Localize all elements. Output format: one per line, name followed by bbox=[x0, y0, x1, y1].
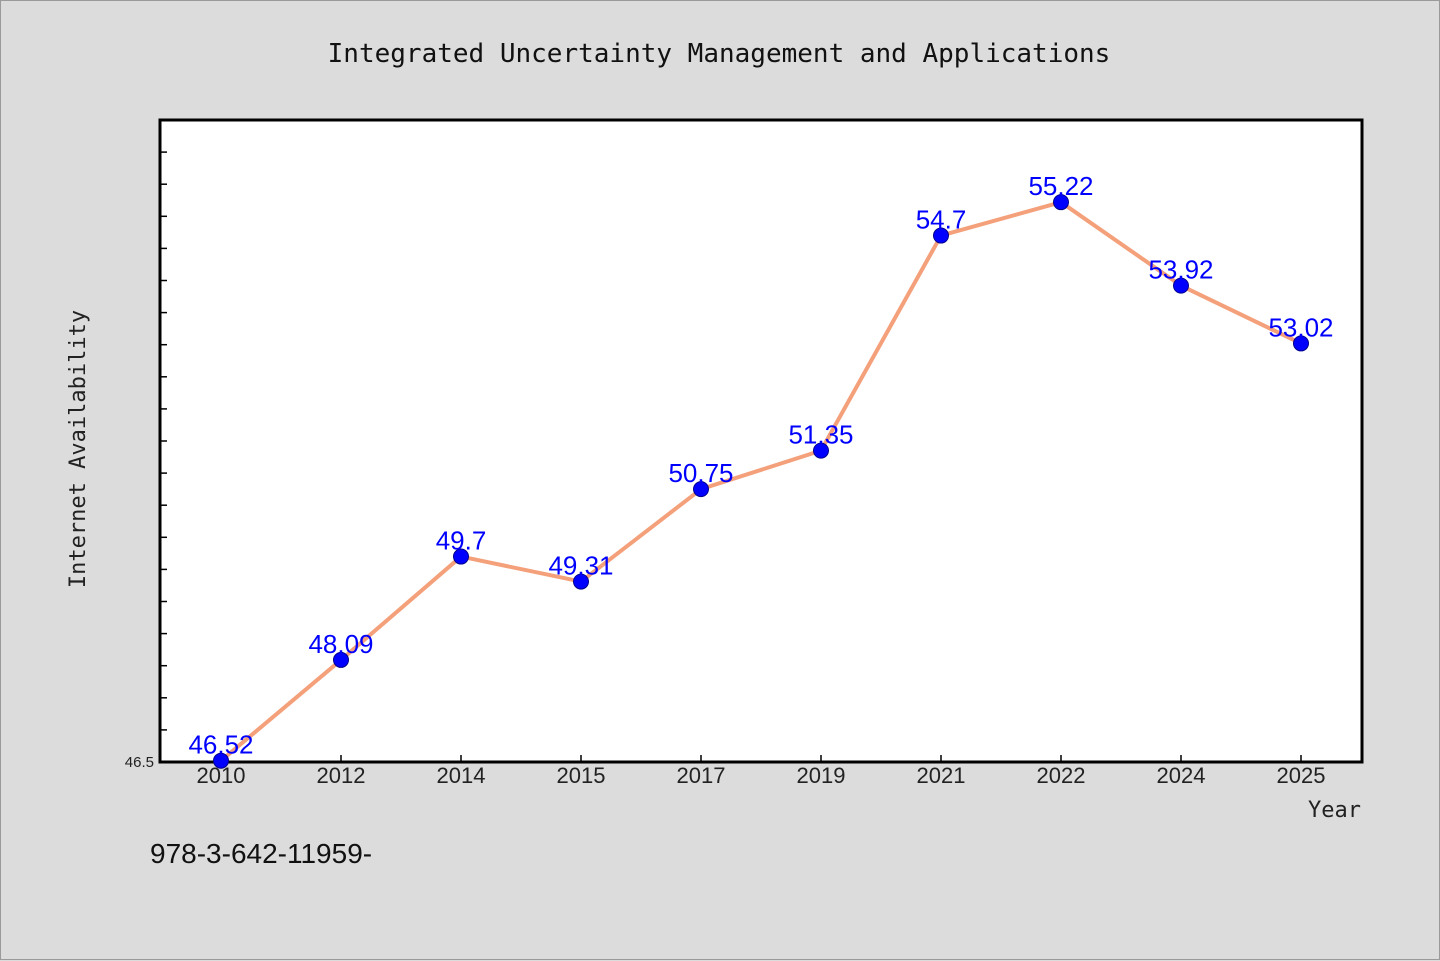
data-point bbox=[573, 573, 589, 590]
data-label: 55.22 bbox=[1028, 171, 1093, 201]
data-point bbox=[693, 481, 709, 498]
x-tick-label: 2017 bbox=[677, 763, 726, 788]
data-label: 53.92 bbox=[1148, 255, 1213, 285]
data-point bbox=[453, 548, 469, 565]
data-label: 51.35 bbox=[788, 420, 853, 450]
x-tick-label: 2024 bbox=[1157, 763, 1206, 788]
x-tick-label: 2025 bbox=[1277, 763, 1326, 788]
data-label: 49.31 bbox=[548, 551, 613, 581]
y-min-label: 46.5 bbox=[125, 754, 154, 771]
data-label: 48.09 bbox=[308, 629, 373, 659]
footer-isbn: 978-3-642-11959- bbox=[150, 838, 372, 869]
plot-area bbox=[158, 118, 1364, 764]
data-point bbox=[1173, 277, 1189, 294]
data-point bbox=[1053, 194, 1069, 211]
series-markers bbox=[213, 194, 1309, 769]
data-label: 49.7 bbox=[436, 526, 487, 556]
x-tick-label: 2012 bbox=[317, 763, 366, 788]
x-axis-ticks: 2010 2012 2014 2015 2017 2019 2021 2022 2024 2025 bbox=[197, 755, 1326, 788]
data-point bbox=[213, 752, 229, 769]
y-axis-label: Internet Availability bbox=[66, 310, 91, 588]
data-labels: 46.52 48.09 49.7 49.31 50.75 51.35 54.7 55.22 53… bbox=[188, 171, 1333, 760]
x-tick-label: 2014 bbox=[437, 763, 486, 788]
x-tick-label: 2022 bbox=[1037, 763, 1086, 788]
data-point bbox=[1293, 335, 1309, 352]
data-label: 50.75 bbox=[668, 458, 733, 488]
data-label: 46.52 bbox=[188, 730, 253, 760]
series-line bbox=[219, 200, 1302, 763]
x-tick-label: 2019 bbox=[797, 763, 846, 788]
data-label: 53.02 bbox=[1268, 312, 1333, 342]
data-point bbox=[333, 651, 349, 668]
data-point bbox=[933, 227, 949, 244]
data-point bbox=[813, 442, 829, 459]
x-tick-label: 2021 bbox=[917, 763, 966, 788]
y-axis-ticks bbox=[160, 119, 167, 731]
x-axis-label: Year bbox=[1308, 798, 1361, 823]
data-label: 54.7 bbox=[916, 205, 967, 235]
chart-title: Integrated Uncertainty Management and Ap… bbox=[328, 39, 1111, 69]
x-tick-label: 2015 bbox=[557, 763, 606, 788]
